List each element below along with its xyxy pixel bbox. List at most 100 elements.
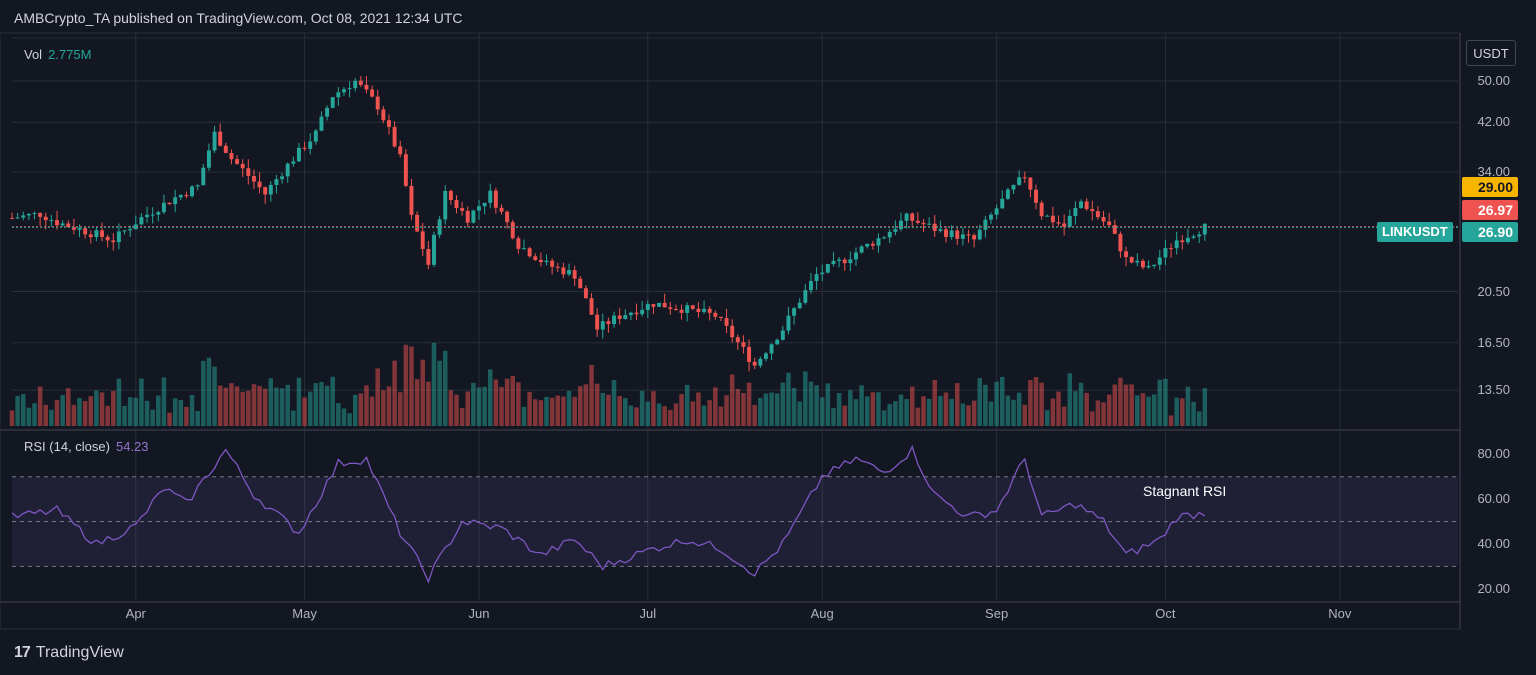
volume-bar	[234, 386, 240, 426]
candle-body	[960, 234, 965, 239]
volume-bar	[971, 400, 977, 426]
volume-bar	[533, 399, 538, 426]
candle-body	[184, 194, 189, 197]
volume-bar	[127, 397, 133, 426]
volume-bar	[909, 386, 915, 426]
volume-bar	[1056, 391, 1061, 426]
candle-body	[831, 260, 836, 265]
footer-branding[interactable]: 17 TradingView	[14, 644, 124, 662]
candle-body	[538, 259, 543, 263]
candle-body	[268, 184, 273, 195]
candle-body	[296, 147, 301, 162]
candle-body	[977, 229, 982, 240]
volume-bar	[645, 401, 651, 426]
volume-bar	[752, 404, 757, 426]
candle-body	[1157, 257, 1162, 265]
candle-body	[915, 220, 920, 223]
candle-body	[724, 318, 729, 326]
volume-bar	[1061, 406, 1067, 426]
candle-body	[1067, 215, 1072, 227]
time-tick-label: Nov	[1328, 606, 1352, 621]
candle-body	[1107, 221, 1112, 226]
candle-body	[612, 315, 617, 325]
candle-body	[100, 230, 104, 237]
volume-bar	[898, 394, 904, 426]
candle-body	[409, 185, 414, 215]
candle-body	[341, 89, 346, 93]
volume-bar	[943, 392, 949, 426]
candle-body	[707, 308, 712, 313]
volume-bar	[1123, 384, 1129, 426]
candle-body	[555, 266, 560, 268]
price-tick-label: 34.00	[1477, 164, 1510, 180]
volume-bar	[454, 394, 459, 426]
volume-bar	[246, 390, 251, 426]
candle-body	[1112, 225, 1117, 234]
candle-body	[1101, 217, 1106, 222]
volume-value: 2.775M	[48, 47, 92, 62]
candle-body	[780, 330, 785, 340]
candle-body	[1011, 184, 1016, 190]
volume-bar	[397, 392, 403, 426]
candle-body	[201, 167, 206, 186]
volume-bar	[313, 383, 319, 426]
candle-body	[71, 227, 76, 230]
alert-price-label: 29.00	[1462, 177, 1518, 197]
candle-body	[921, 222, 926, 225]
candle-body	[246, 168, 251, 176]
volume-bar	[144, 400, 150, 426]
candle-body	[77, 228, 82, 230]
candle-body	[775, 339, 780, 345]
candle-body	[904, 213, 909, 221]
volume-bar	[954, 383, 960, 426]
candle-body	[1017, 177, 1022, 185]
candle-body	[133, 224, 138, 230]
volume-bar	[420, 359, 425, 426]
rsi-legend: RSI (14, close) 54.23	[24, 439, 149, 454]
volume-bar	[988, 401, 994, 426]
volume-bar	[1163, 378, 1168, 426]
volume-bar	[386, 386, 392, 426]
volume-bar	[324, 385, 330, 426]
volume-bar	[409, 346, 414, 426]
volume-bar	[718, 406, 724, 426]
volume-bar	[741, 393, 746, 426]
volume-bar	[1146, 396, 1151, 426]
candle-body	[21, 215, 26, 218]
candle-body	[876, 238, 881, 246]
volume-bar	[32, 403, 37, 426]
volume-bar	[561, 396, 566, 426]
candle-body	[899, 220, 903, 230]
volume-bar	[611, 380, 617, 426]
currency-unit-button[interactable]: USDT	[1466, 40, 1516, 66]
candle-body	[465, 210, 470, 223]
volume-bar	[881, 410, 887, 426]
candle-body	[870, 243, 875, 246]
candle-body	[989, 214, 993, 220]
volume-bar	[1106, 394, 1112, 426]
volume-bar	[938, 396, 943, 426]
volume-bar	[54, 399, 60, 426]
volume-bar	[803, 371, 808, 426]
candle-body	[623, 315, 628, 319]
volume-bar	[189, 395, 195, 426]
volume-bar	[915, 407, 921, 426]
candle-body	[26, 213, 31, 216]
volume-bar	[628, 405, 634, 426]
volume-bar	[1129, 384, 1134, 426]
candle-body	[853, 252, 858, 260]
volume-bar	[111, 390, 116, 426]
candle-body	[825, 264, 830, 273]
candle-body	[651, 304, 656, 307]
price-tick-label: 42.00	[1477, 114, 1510, 130]
candle-body	[617, 315, 622, 319]
volume-legend: Vol 2.775M	[24, 47, 91, 62]
volume-bar	[1033, 377, 1039, 426]
volume-bar	[549, 397, 555, 426]
volume-bar	[904, 399, 909, 426]
candle-body	[606, 321, 611, 325]
volume-bar	[1196, 411, 1202, 426]
volume-bar	[724, 395, 729, 426]
candle-body	[1028, 177, 1033, 190]
